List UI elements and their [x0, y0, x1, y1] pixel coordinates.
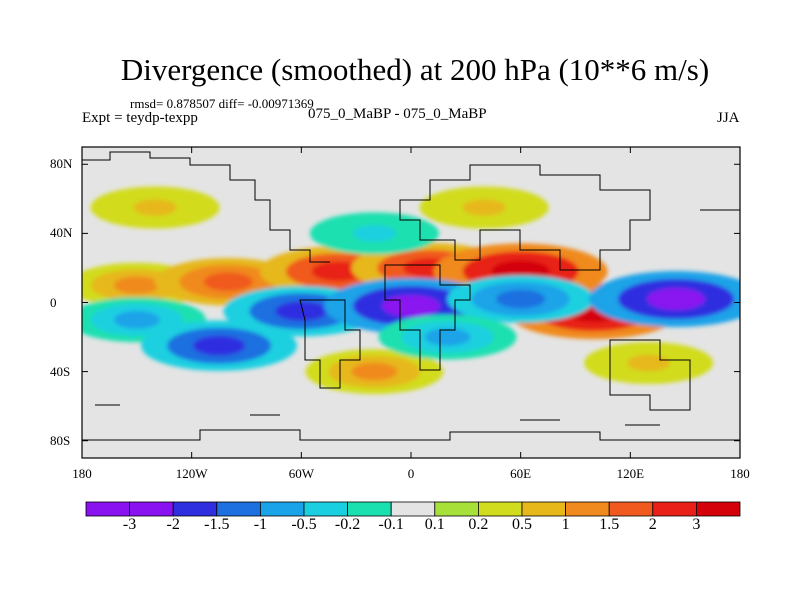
axis-ticks [81, 147, 741, 458]
coastlines [82, 151, 740, 441]
field-core [424, 328, 471, 346]
colorbar-label: 1.5 [599, 516, 620, 533]
colorbar-label: -1.5 [204, 516, 230, 533]
field-core [496, 289, 546, 309]
colorbar-box [565, 501, 610, 517]
colorbar-box [390, 501, 436, 517]
experiment-label: Expt = teydp-texpp [82, 110, 198, 126]
field-core [311, 261, 364, 282]
colorbar-label: 3 [692, 516, 701, 533]
chart-title: Divergence (smoothed) at 200 hPa (10**6 … [120, 52, 710, 87]
lat-tick-label: 40S [50, 363, 71, 379]
field-core [351, 362, 398, 381]
colorbar-box [434, 501, 479, 517]
colorbar-box [259, 501, 305, 517]
lat-tick-label: 40N [50, 225, 73, 241]
lon-tick-label: 120W [175, 466, 208, 481]
colorbar-box [216, 501, 261, 517]
colorbar-label: -0.1 [378, 516, 404, 533]
field-core [275, 301, 328, 322]
colorbar-label: -0.5 [291, 516, 317, 533]
colorbar-box [608, 501, 654, 517]
colorbar-label: 0.5 [512, 516, 532, 533]
lon-tick-label: 180 [730, 466, 750, 481]
field-core [113, 310, 160, 329]
lon-tick-label: 60E [510, 466, 532, 481]
colorbar-box [347, 501, 392, 517]
colorbar-box [477, 501, 523, 517]
field-core [113, 276, 160, 295]
colorbar-label: -3 [122, 516, 137, 533]
colorbar-label: -2 [166, 516, 180, 533]
colorbar-box [521, 501, 566, 517]
colorbar-label: 0.2 [468, 516, 489, 533]
lat-tick-label: 80S [50, 432, 71, 448]
field-core [133, 199, 177, 216]
colorbar-label: 1 [561, 516, 570, 533]
lon-tick-label: 120E [616, 466, 645, 481]
lon-tick-label: 180 [72, 466, 92, 481]
lat-tick-label: 0 [50, 294, 57, 310]
season-label: JJA [717, 110, 740, 126]
field-core [193, 335, 246, 356]
lon-tick-label: 0 [407, 466, 415, 481]
colorbar-label: -0.2 [334, 516, 361, 533]
field-core [462, 199, 506, 216]
field-core [352, 225, 396, 242]
colorbar-box [172, 501, 218, 517]
colorbar-box [85, 501, 130, 517]
colorbar-box [303, 501, 348, 517]
run-subtitle: 075_0_MaBP - 075_0_MaBP [308, 106, 487, 122]
colorbar-box [129, 501, 174, 517]
colorbar-box [696, 501, 741, 517]
field-core [382, 294, 440, 317]
colorbar-box [652, 501, 697, 517]
colorbar-label: 2 [648, 516, 657, 533]
field-core [627, 354, 671, 372]
colorbar-label: -1 [253, 516, 268, 533]
lon-tick-label: 60W [288, 466, 314, 481]
lat-tick-label: 80N [50, 156, 73, 172]
rmsd-stats: rmsd= 0.878507 diff= -0.00971369 [130, 96, 314, 111]
colorbar [85, 501, 741, 517]
field-core [203, 272, 253, 292]
colorbar-label: 0.1 [424, 516, 445, 533]
field-core [647, 288, 706, 311]
